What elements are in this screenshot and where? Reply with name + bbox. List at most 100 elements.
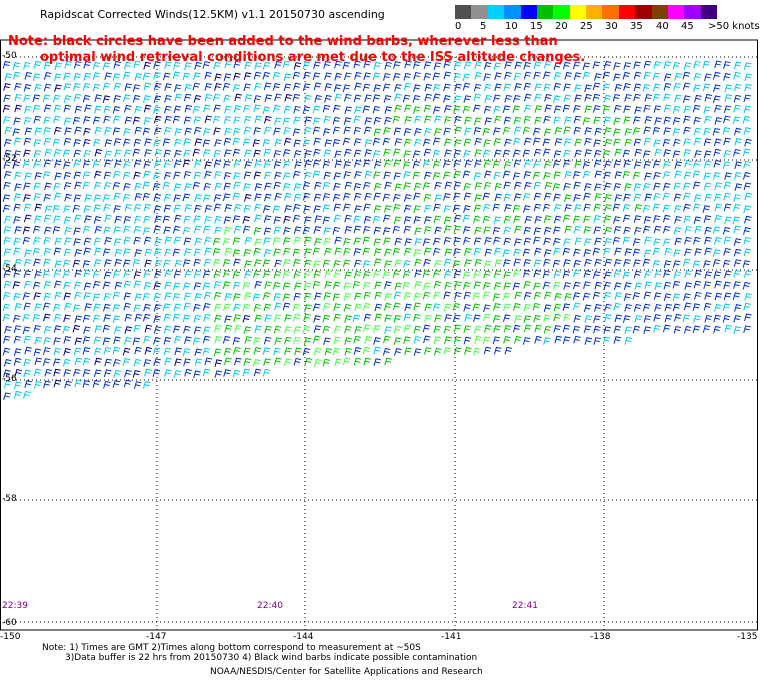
wind-barb <box>603 271 612 280</box>
wind-barb <box>253 247 261 256</box>
wind-barb <box>634 148 642 157</box>
wind-barb <box>112 115 121 124</box>
wind-barb <box>723 73 731 81</box>
wind-barb <box>213 280 222 289</box>
wind-barb <box>424 127 432 136</box>
wind-barb <box>393 216 402 225</box>
wind-barb <box>572 325 581 334</box>
wind-barb <box>193 314 202 323</box>
wind-barb <box>564 204 572 212</box>
wind-barb <box>694 291 702 300</box>
wind-barb <box>233 172 241 180</box>
wind-barb <box>243 326 252 335</box>
wind-barb <box>143 61 151 70</box>
wind-barb <box>554 138 563 146</box>
wind-barb <box>133 236 141 245</box>
wind-barb <box>653 225 662 234</box>
wind-barb <box>202 225 211 234</box>
wind-barb <box>633 215 642 223</box>
wind-barb <box>114 326 122 334</box>
wind-barb <box>433 291 441 300</box>
wind-barb <box>183 149 191 158</box>
wind-barb <box>153 115 162 124</box>
wind-barb <box>34 83 42 92</box>
wind-barb <box>363 126 372 135</box>
wind-barb <box>223 94 231 103</box>
wind-barb <box>173 149 182 158</box>
wind-barb <box>373 61 382 70</box>
wind-barb <box>432 303 441 311</box>
wind-barb <box>163 226 171 235</box>
wind-barb <box>723 137 731 146</box>
wind-barb <box>672 150 681 159</box>
wind-barb <box>393 325 402 334</box>
wind-barb <box>283 358 292 367</box>
wind-barb <box>493 216 502 225</box>
wind-barb <box>494 259 502 267</box>
wind-barb <box>664 247 672 256</box>
wind-barb <box>683 203 691 212</box>
wind-barb <box>64 193 72 202</box>
wind-barb <box>92 379 101 388</box>
wind-barb <box>432 172 441 180</box>
wind-barb <box>443 303 452 312</box>
wind-barb <box>364 139 373 147</box>
wind-barb <box>513 72 522 81</box>
wind-barb <box>104 150 112 159</box>
wind-barb <box>483 61 492 70</box>
wind-barb <box>143 270 151 278</box>
wind-barb <box>133 271 142 279</box>
wind-barb <box>24 172 32 181</box>
wind-barb <box>732 116 741 125</box>
wind-barb <box>453 105 461 114</box>
wind-barb <box>114 248 123 257</box>
wind-barb <box>744 83 752 92</box>
wind-barb <box>342 61 351 70</box>
wind-barb <box>404 60 412 69</box>
legend-swatch <box>586 5 603 19</box>
wind-barb <box>423 347 432 355</box>
wind-barb <box>612 236 621 245</box>
wind-barb <box>334 93 343 102</box>
wind-barb <box>433 128 442 136</box>
wind-barb <box>392 72 401 81</box>
wind-barb <box>34 203 43 212</box>
wind-barb <box>352 314 361 323</box>
wind-barb <box>134 126 142 135</box>
wind-barb <box>673 270 682 279</box>
wind-barb <box>262 347 271 355</box>
wind-barb <box>703 302 712 311</box>
wind-barb <box>394 138 403 146</box>
wind-barb <box>33 236 41 245</box>
wind-barb <box>243 83 252 92</box>
wind-barb <box>583 325 592 333</box>
wind-barb <box>134 313 143 322</box>
wind-barb <box>394 237 402 246</box>
wind-barb <box>584 315 593 323</box>
wind-barb <box>672 293 681 302</box>
wind-barb <box>213 348 222 357</box>
wind-barb <box>492 293 501 301</box>
footer-note-line2: 3)Data buffer is 22 hrs from 20150730 4)… <box>65 653 478 663</box>
wind-barb <box>393 291 402 300</box>
wind-barb <box>344 337 352 345</box>
wind-barb <box>323 149 332 158</box>
wind-barb <box>683 215 691 224</box>
wind-barb <box>542 270 551 279</box>
wind-barb <box>122 347 131 356</box>
wind-barb <box>703 172 711 181</box>
wind-barb <box>312 105 321 114</box>
wind-barb <box>463 61 472 70</box>
wind-barb <box>164 357 172 366</box>
wind-barb <box>333 172 342 180</box>
wind-barb <box>533 227 542 236</box>
wind-barb <box>533 160 541 169</box>
wind-barb <box>104 237 112 245</box>
wind-barb <box>653 324 661 333</box>
wind-barb <box>634 282 642 290</box>
wind-barb <box>522 337 531 345</box>
wind-barb <box>503 226 511 235</box>
wind-barb <box>502 126 511 135</box>
wind-barb <box>643 216 652 224</box>
